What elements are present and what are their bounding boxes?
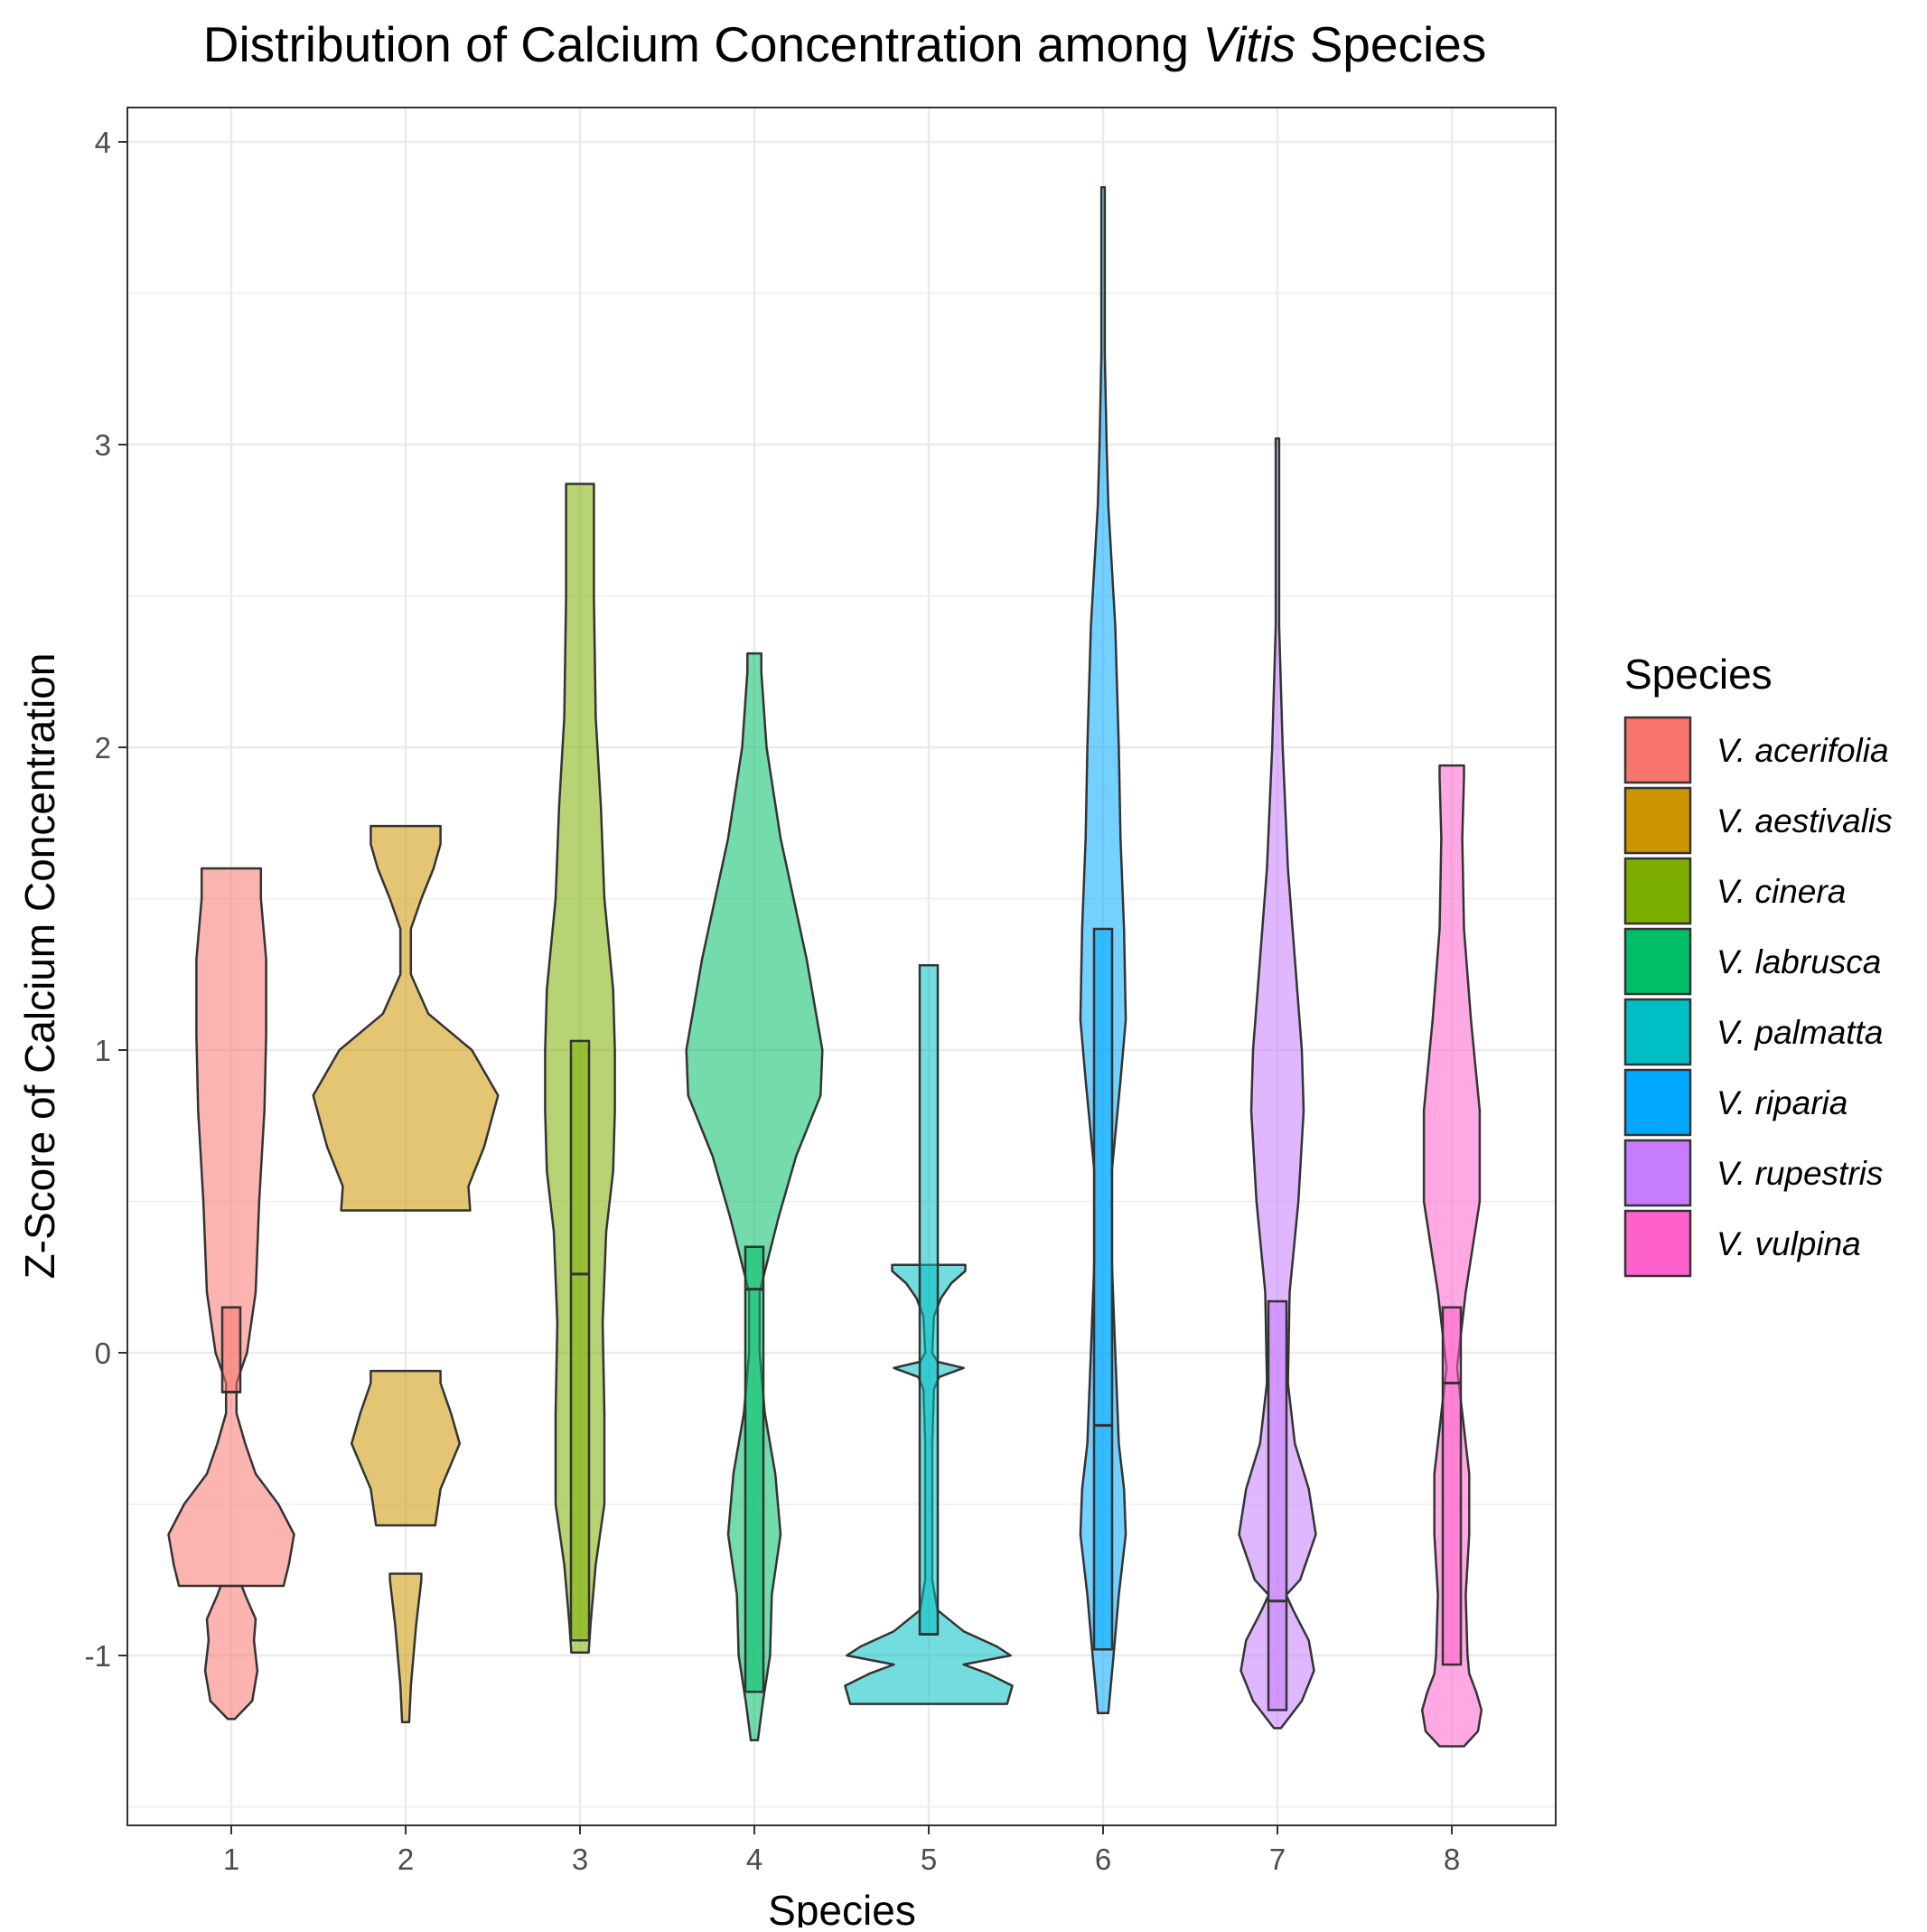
box-species-5 [918,963,940,1636]
y-tick-label: 4 [95,126,111,159]
legend-label: V. riparia [1717,1084,1847,1121]
plot-panel-border [126,107,1557,1826]
x-tick-label: 8 [1444,1843,1460,1876]
legend-label: V. cinera [1717,873,1846,910]
chart-title-part: Species [1296,16,1486,72]
x-tick-label: 5 [921,1843,937,1876]
grid-lines [127,108,1556,1825]
box-species-8 [1441,1306,1463,1666]
legend-label: V. acerifolia [1717,732,1889,769]
legend-item: V. acerifolia [1623,716,1889,784]
y-tick-label: -1 [85,1639,111,1673]
y-axis-title: Z-Score of Calcium Concentration [16,653,63,1280]
x-tick-label: 1 [223,1843,239,1876]
violin-species-1 [203,1584,259,1721]
box-species-7 [1267,1299,1288,1712]
y-tick-label: 0 [95,1336,111,1370]
y-tick-label: 2 [95,731,111,764]
box-species-1 [220,1306,242,1393]
box-species-3 [569,1039,591,1642]
chart-title-part: Vitis [1202,16,1296,72]
y-axis: -1 0 1 2 3 4 [85,126,127,1673]
legend-swatch [1623,998,1692,1066]
legend-item: V. aestivalis [1623,786,1893,855]
legend-label: V. rupestris [1717,1155,1883,1192]
legend-swatch [1623,1068,1692,1137]
legend-item: V. cinera [1623,857,1846,925]
legend-items: V. acerifolia V. aestivalis V. cinera V. la… [1623,716,1893,1278]
legend-item: V. palmatta [1623,998,1883,1066]
legend-label: V. labrusca [1717,943,1881,980]
x-tick-label: 2 [398,1843,414,1876]
legend-swatch [1623,786,1692,855]
legend-item: V. riparia [1623,1068,1847,1137]
boxes [220,927,1463,1712]
x-axis: 1 2 3 4 5 6 7 8 [223,1825,1460,1876]
chart-title-part: Distribution of Calcium Concentration am… [203,16,1203,72]
x-tick-label: 3 [572,1843,588,1876]
legend-item: V. labrusca [1623,927,1881,996]
legend-label: V. vulpina [1717,1225,1861,1262]
legend-swatch [1623,1209,1692,1278]
legend-label: V. aestivalis [1717,802,1893,839]
y-tick-label: 1 [95,1034,111,1067]
violin-species-4 [685,652,824,1742]
violin-species-1 [167,867,295,1588]
box-species-4 [744,1245,765,1693]
legend-swatch [1623,927,1692,996]
x-tick-label: 6 [1095,1843,1111,1876]
x-tick-label: 4 [746,1843,762,1876]
chart-title: Distribution of Calcium Concentration am… [203,16,1487,72]
legend-swatch [1623,1139,1692,1207]
legend-swatch [1623,716,1692,784]
violins [167,186,1483,1748]
violin-species-2 [388,1572,423,1723]
legend-title: Species [1624,651,1773,698]
legend-item: V. vulpina [1623,1209,1861,1278]
box-species-6 [1092,927,1114,1651]
y-tick-label: 3 [95,428,111,462]
violin-species-7 [1238,437,1317,1730]
legend-label: V. palmatta [1717,1014,1883,1051]
x-tick-label: 7 [1269,1843,1286,1876]
x-axis-title: Species [768,1887,916,1927]
violin-species-2 [350,1369,462,1527]
violin-species-2 [312,824,500,1212]
legend-item: V. rupestris [1623,1139,1883,1207]
violin-species-8 [1420,764,1483,1748]
legend-swatch [1623,857,1692,925]
legend: Species V. acerifolia V. aestivalis V. cin… [1623,651,1893,1278]
